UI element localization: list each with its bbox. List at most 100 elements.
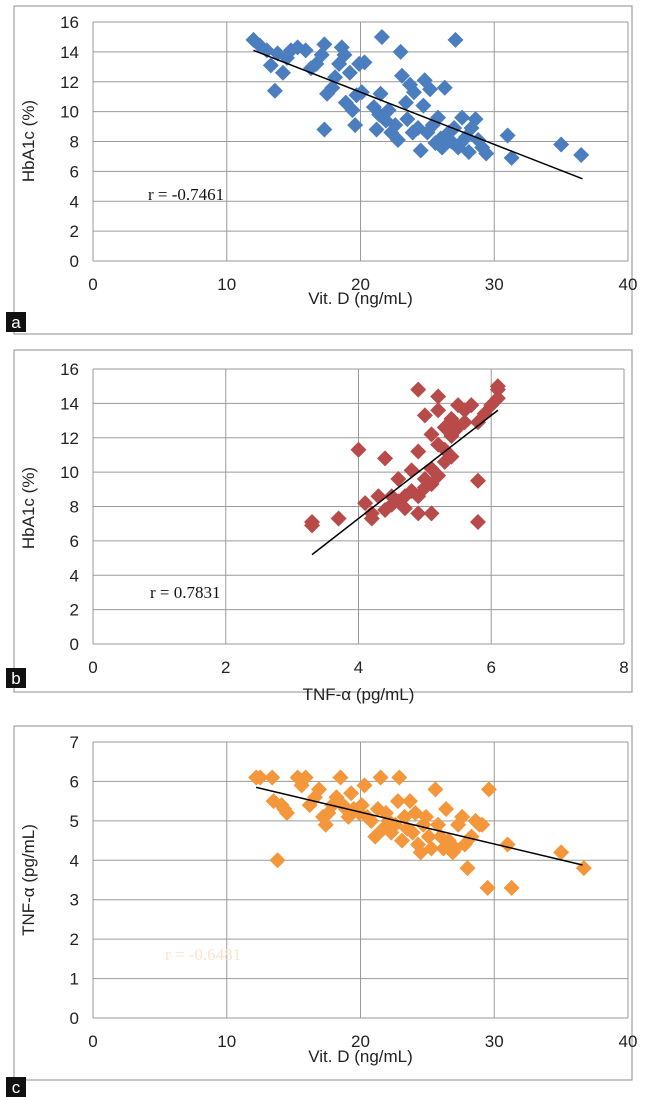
data-point xyxy=(341,64,358,81)
data-point xyxy=(459,860,476,877)
data-point xyxy=(454,808,471,825)
data-point xyxy=(274,64,291,81)
data-point xyxy=(553,136,570,153)
data-point xyxy=(418,808,435,825)
y-tick-label: 16 xyxy=(60,360,79,379)
panel-tag-letter: b xyxy=(11,669,20,688)
data-point xyxy=(443,448,460,465)
x-tick-label: 2 xyxy=(221,658,230,677)
data-point xyxy=(430,467,447,484)
data-point xyxy=(357,495,374,512)
data-point xyxy=(438,801,455,818)
x-tick-label: 10 xyxy=(217,1032,236,1051)
y-tick-label: 2 xyxy=(70,601,79,620)
data-point xyxy=(430,402,447,419)
panel-tag-letter: a xyxy=(11,313,21,332)
y-tick-label: 16 xyxy=(60,13,79,32)
data-point xyxy=(356,777,373,794)
y-axis-title: TNF-α (pg/mL) xyxy=(19,824,38,936)
trendline xyxy=(253,49,583,180)
y-tick-label: 2 xyxy=(70,930,79,949)
data-point xyxy=(347,117,364,134)
data-point xyxy=(423,426,440,443)
x-tick-label: 20 xyxy=(351,275,370,294)
data-point xyxy=(422,81,439,98)
panel-tag-c: c xyxy=(6,1077,26,1097)
chart-panel-a: 0 2 4 6 8 10 12 14 16 0 10 20 30 40 Vit. D (ng/mL) HbA1… xyxy=(6,5,637,335)
y-tick-label: 10 xyxy=(60,103,79,122)
correlation-label: r = -0.6481 xyxy=(165,945,241,964)
y-axis-title: HbA1c (%) xyxy=(19,100,38,182)
data-point xyxy=(397,94,414,111)
data-point xyxy=(396,500,413,517)
data-point xyxy=(480,781,497,798)
data-point xyxy=(489,390,506,407)
data-point xyxy=(391,769,408,786)
data-point xyxy=(380,102,397,119)
data-point xyxy=(252,769,269,786)
y-tick-label: 7 xyxy=(70,733,79,752)
data-point xyxy=(463,397,480,414)
correlation-label: r = 0.7831 xyxy=(150,583,221,602)
x-tick-label: 0 xyxy=(88,275,97,294)
data-point xyxy=(430,388,447,405)
data-point xyxy=(427,781,444,798)
data-point xyxy=(460,143,477,160)
y-tick-label: 4 xyxy=(70,192,79,211)
panel-frame xyxy=(13,725,633,1081)
data-point xyxy=(343,785,360,802)
data-point xyxy=(399,111,416,128)
data-point xyxy=(316,36,333,53)
y-tick-label: 0 xyxy=(70,1009,79,1028)
data-point xyxy=(389,132,406,149)
data-point xyxy=(387,117,404,134)
x-axis-title: Vit. D (ng/mL) xyxy=(308,289,413,308)
panel-tag-letter: c xyxy=(12,1078,21,1097)
panel-tag-box xyxy=(6,1077,26,1097)
panel-tag-box xyxy=(6,668,26,688)
y-tick-label: 14 xyxy=(60,43,79,62)
data-point xyxy=(350,441,367,458)
y-tick-label: 8 xyxy=(70,498,79,517)
x-tick-label: 0 xyxy=(88,1032,97,1051)
panel-tag-a: a xyxy=(6,312,26,332)
x-tick-label: 6 xyxy=(487,658,496,677)
data-point xyxy=(412,142,429,159)
data-point xyxy=(356,54,373,71)
data-point xyxy=(410,381,427,398)
x-tick-label: 8 xyxy=(619,658,628,677)
panel-tag-b: b xyxy=(6,668,26,688)
x-tick-label: 30 xyxy=(485,1032,504,1051)
data-point xyxy=(454,109,471,126)
y-axis-title: HbA1c (%) xyxy=(19,467,38,549)
data-point xyxy=(389,793,406,810)
data-point xyxy=(436,79,453,96)
data-point xyxy=(297,42,314,59)
data-point xyxy=(266,82,283,99)
y-tick-label: 2 xyxy=(70,222,79,241)
x-tick-label: 0 xyxy=(88,658,97,677)
correlation-label: r = -0.7461 xyxy=(148,185,224,204)
data-point xyxy=(478,145,495,162)
data-point xyxy=(344,102,361,119)
y-tick-label: 0 xyxy=(70,252,79,271)
x-tick-label: 40 xyxy=(619,1032,638,1051)
data-point xyxy=(368,121,385,138)
data-point xyxy=(278,804,295,821)
y-tick-label: 6 xyxy=(70,162,79,181)
data-point xyxy=(420,828,437,845)
data-point xyxy=(467,111,484,128)
data-point xyxy=(423,505,440,522)
data-point xyxy=(415,97,432,114)
panel-frame xyxy=(13,5,633,335)
trendline xyxy=(311,409,499,556)
data-point xyxy=(330,510,347,527)
chart-panel-c: 0 1 2 3 4 5 6 7 0 10 20 30 40 Vit. D (ng/mL) TNF-α (pg… xyxy=(6,725,638,1097)
y-tick-label: 6 xyxy=(70,772,79,791)
x-axis-title: Vit. D (ng/mL) xyxy=(308,1047,413,1066)
data-point xyxy=(353,797,370,814)
y-tick-label: 14 xyxy=(60,394,79,413)
x-tick-label: 20 xyxy=(351,1032,370,1051)
data-point xyxy=(393,832,410,849)
